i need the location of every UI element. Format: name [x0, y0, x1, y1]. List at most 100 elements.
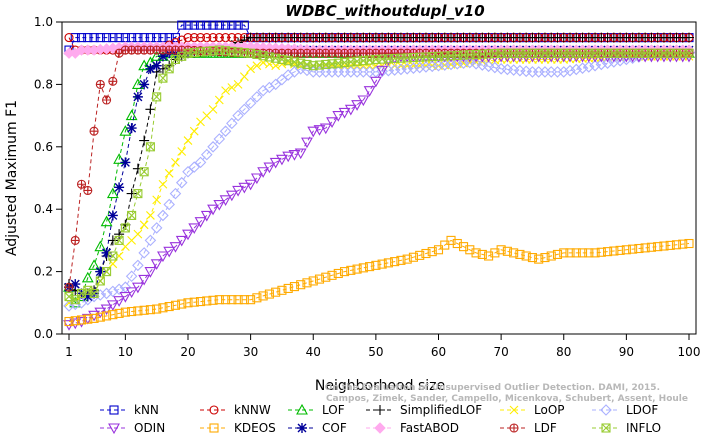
point-kdeos-65 [465, 245, 475, 255]
point-kdeos-29 [239, 295, 249, 305]
point-kdeos-12 [133, 306, 143, 316]
point-cof-13 [139, 79, 150, 90]
point-knn-6 [95, 33, 105, 43]
legend-item-lof: LOF [288, 403, 345, 417]
point-odin-33 [263, 162, 276, 174]
point-odin-13 [138, 274, 151, 286]
point-kdeos-62 [446, 235, 456, 245]
legend-item-knnw: kNNW [200, 403, 271, 417]
point-odin-39 [301, 137, 313, 149]
point-ldof-82 [570, 63, 583, 76]
point-ldof-68 [482, 60, 495, 73]
point-odin-42 [319, 123, 332, 135]
point-ldof-84 [583, 61, 595, 73]
point-cof-7 [101, 247, 112, 258]
point-ldof-89 [614, 54, 626, 67]
point-kdeos-96 [659, 241, 669, 251]
point-odin-50 [369, 76, 382, 88]
point-kdeos-14 [145, 305, 155, 315]
point-odin-36 [282, 151, 295, 163]
point-ldof-64 [457, 57, 470, 69]
legend-item-loop: LoOP [500, 403, 565, 417]
series-cof [64, 45, 694, 302]
point-odin-28 [232, 185, 245, 197]
legend-label-ldf: LDF [534, 421, 557, 434]
point-kdeos-9 [114, 308, 124, 318]
point-kdeos-40 [308, 276, 318, 286]
point-odin-35 [275, 154, 288, 166]
point-odin-29 [238, 182, 251, 194]
point-kdeos-82 [571, 248, 581, 258]
point-ldof-22 [194, 156, 207, 169]
legend-marker-loop [509, 405, 519, 415]
point-kdeos-19 [177, 299, 187, 309]
point-ldof-66 [470, 58, 482, 70]
point-kdeos-95 [653, 242, 663, 252]
point-ldof-69 [489, 61, 501, 74]
point-odin-37 [288, 150, 301, 161]
point-ldof-12 [132, 259, 144, 272]
point-ldof-60 [432, 59, 445, 72]
point-kdeos-86 [596, 247, 606, 257]
point-knn-28 [233, 20, 243, 30]
point-odin-24 [207, 204, 219, 216]
point-ldf-4 [83, 185, 93, 196]
legend-label-knn: kNN [134, 403, 159, 417]
point-ldof-18 [169, 187, 182, 200]
point-kdeos-49 [365, 262, 375, 272]
point-kdeos-39 [302, 278, 312, 288]
point-loop-8 [108, 259, 118, 269]
point-kdeos-32 [258, 291, 268, 301]
point-cof-15 [151, 60, 162, 71]
x-tick-label-90: 90 [619, 345, 634, 359]
point-cof-11 [126, 123, 137, 134]
point-ldof-21 [188, 161, 201, 173]
point-loop-18 [171, 158, 180, 167]
point-loop-25 [214, 95, 224, 105]
point-ldof-13 [138, 247, 150, 259]
point-odin-26 [219, 195, 232, 206]
legend-label-knnw: kNNW [234, 403, 271, 417]
point-kdeos-8 [108, 310, 118, 320]
point-inflo-9 [114, 235, 124, 245]
point-ldof-63 [451, 58, 464, 70]
point-knn-9 [114, 33, 124, 43]
point-knn-7 [102, 33, 112, 43]
point-kdeos-76 [534, 254, 544, 264]
point-inflo-8 [108, 251, 118, 261]
point-loop-17 [164, 168, 174, 178]
x-axis: 1 10 20 30 40 50 60 70 80 90 100 [65, 334, 700, 359]
point-odin-23 [200, 210, 213, 222]
point-cof-6 [95, 266, 106, 277]
point-ldof-61 [438, 59, 451, 71]
point-kdeos-30 [246, 295, 256, 305]
point-ldof-16 [157, 209, 169, 222]
point-odin-7 [100, 304, 113, 316]
point-cof-2 [70, 279, 81, 290]
point-kdeos-78 [546, 251, 556, 261]
point-ldof-24 [207, 141, 219, 153]
point-kdeos-83 [577, 248, 588, 258]
series-odin [63, 51, 695, 331]
y-axis: 0.0 0.2 0.4 0.6 0.8 1.0 [34, 15, 62, 341]
y-tick-label-5: 1.0 [34, 15, 53, 29]
legend-item-kdeos: KDEOS [200, 421, 276, 434]
point-inflo-10 [120, 223, 130, 233]
point-kdeos-18 [170, 300, 181, 310]
point-ldof-86 [595, 58, 608, 71]
point-loop-14 [146, 211, 155, 220]
point-kdeos-64 [458, 242, 469, 252]
point-kdeos-60 [433, 245, 444, 255]
point-odin-43 [326, 117, 338, 128]
point-loop-21 [189, 126, 199, 136]
point-odin-25 [213, 199, 226, 211]
point-knn-2 [70, 33, 80, 43]
point-kdeos-26 [221, 295, 231, 305]
legend-marker-lof [296, 403, 308, 415]
point-ldof-28 [232, 109, 244, 122]
point-kdeos-63 [452, 238, 462, 249]
point-kdeos-23 [202, 296, 212, 306]
legend-label-simplifiedlof: SimplifiedLOF [400, 403, 482, 417]
point-ldof-29 [238, 103, 251, 116]
point-odin-44 [332, 111, 345, 122]
